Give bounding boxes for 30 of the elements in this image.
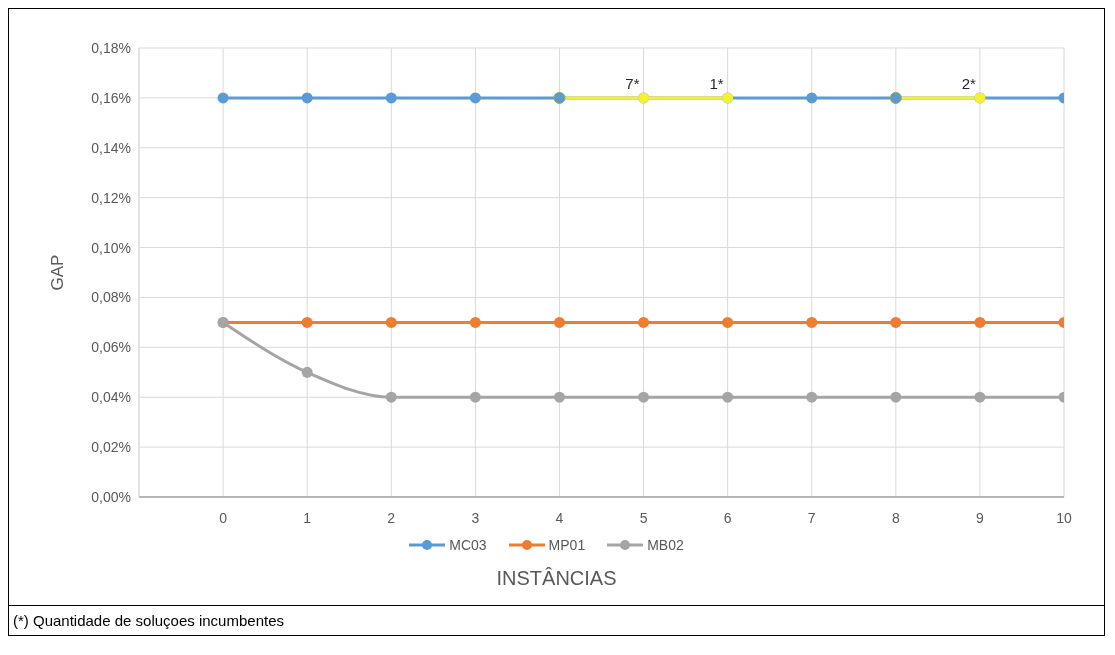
text: (*) Quantidade de soluçoes incumbentes [8,606,1105,636]
y-tick-label: 0,00% [91,488,131,505]
annotation: 1* [709,74,724,92]
annotation: 2* [961,74,977,92]
y-tick-label: 0,18% [91,39,131,56]
x-tick-label: 3 [471,509,480,526]
annotation: 7* [625,74,640,92]
x-tick-label: 4 [555,509,564,526]
y-tick-label: 0,14% [91,139,131,156]
x-tick-label: 8 [891,509,900,526]
x-axis-title: INSTÂNCIAS [495,567,618,590]
x-tick-label: 1 [303,509,312,526]
y-tick-label: 0,06% [91,339,131,356]
x-tick-label: 6 [723,509,732,526]
x-tick-label: 9 [976,509,985,526]
legend-label: MC03 [449,537,487,553]
y-tick-label: 0,04% [91,389,131,406]
x-tick-label: 7 [807,509,816,526]
y-tick-label: 0,08% [91,289,131,306]
x-tick-label: 2 [387,509,396,526]
x-tick-label: 0 [219,509,228,526]
legend-label: MP01 [548,537,586,553]
y-tick-label: 0,02% [91,439,131,456]
y-tick-label: 0,16% [91,89,131,106]
y-axis-title: GAP [48,254,68,291]
y-tick-label: 0,10% [91,239,131,256]
legend-label: MB02 [647,537,684,553]
x-tick-label: 10 [1056,509,1072,526]
y-tick-label: 0,12% [91,189,131,206]
x-tick-label: 5 [639,509,648,526]
